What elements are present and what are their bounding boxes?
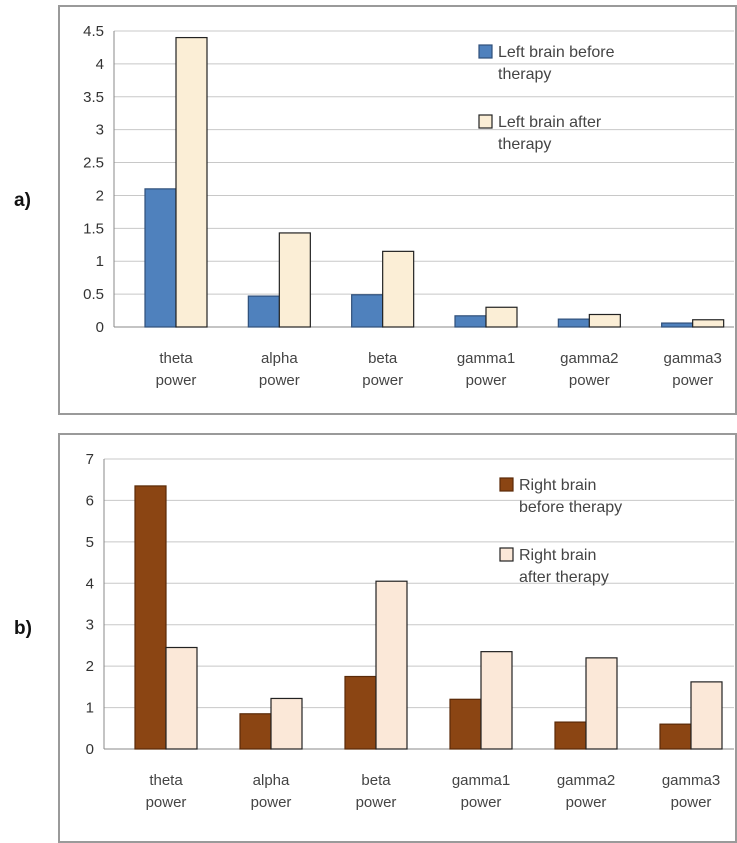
chart-b-bar-3-0 [449, 698, 482, 750]
chart-a-category-label: alpha [261, 350, 298, 367]
chart-b-category-label: power [461, 794, 502, 811]
chart-a-bar-1-1 [278, 232, 311, 328]
chart-b-category-label: power [566, 794, 607, 811]
chart-a-bar-0-1 [175, 36, 208, 328]
chart-a-bar-3-1 [485, 306, 518, 328]
chart-a-y-tick-label: 1.5 [83, 220, 104, 237]
chart-a-y-tick-label: 0.5 [83, 286, 104, 303]
chart-a-y-tick-label: 0 [96, 319, 104, 336]
chart-b-legend-label-0: Right brain [519, 477, 596, 494]
chart-a-category-label: power [259, 372, 300, 389]
chart-a-legend-swatch-0 [478, 44, 493, 59]
chart-b-category-label: theta [149, 772, 183, 789]
chart-a-y-tick-label: 2 [96, 187, 104, 204]
chart-a-category-label: gamma1 [457, 350, 515, 367]
chart-b-plot: 0 1 2 3 4 5 6 7 theta power alpha power beta power gam… [86, 451, 734, 811]
chart-b-bar-0-1 [165, 646, 198, 750]
chart-b-bar-2-1 [375, 580, 408, 750]
chart-b-legend-swatch-1 [499, 547, 514, 562]
chart-a-bar-2-1 [382, 250, 415, 328]
chart-b-y-tick-label: 7 [86, 451, 94, 468]
chart-a-y-tick-label: 3.5 [83, 89, 104, 106]
chart-a-category-label: power [569, 372, 610, 389]
chart-a-legend-label-1: therapy [498, 136, 551, 153]
chart-b-y-tick-label: 2 [86, 658, 94, 675]
chart-a-legend-label-0: Left brain before [498, 44, 615, 61]
chart-a-bar-1-0 [247, 295, 280, 328]
chart-b-legend-label-1: after therapy [519, 569, 609, 586]
chart-a-legend-label-1: Left brain after [498, 114, 602, 131]
chart-b-category-label: power [146, 794, 187, 811]
chart-a-category-label: power [466, 372, 507, 389]
chart-b-category-label: power [251, 794, 292, 811]
chart-b-bar-4-0 [554, 721, 587, 750]
chart-b-category-label: alpha [253, 772, 290, 789]
chart-b-category-label: gamma1 [452, 772, 510, 789]
chart-a-category-label: beta [368, 350, 398, 367]
panel-b-label: b) [14, 618, 32, 639]
chart-b-bar-1-0 [239, 713, 272, 750]
chart-a-plot: 0 0.5 1 1.5 2 2.5 3 3.5 4 4.5 theta power alpha power… [83, 23, 734, 389]
chart-b-legend-label-0: before therapy [519, 499, 622, 516]
chart-b-bar-1-1 [270, 697, 303, 750]
chart-a-legend-label-0: therapy [498, 66, 551, 83]
chart-b-category-label: power [356, 794, 397, 811]
chart-b-bar-2-0 [344, 675, 377, 750]
chart-a-category-label: power [156, 372, 197, 389]
chart-b-category-label: gamma3 [662, 772, 720, 789]
chart-a-bar-2-0 [351, 294, 384, 328]
chart-b-bar-3-1 [480, 651, 513, 750]
chart-b-category-label: gamma2 [557, 772, 615, 789]
chart-a-bar-4-1 [588, 313, 621, 328]
chart-b-y-tick-label: 5 [86, 534, 94, 551]
chart-b-y-tick-label: 3 [86, 617, 94, 634]
chart-a-y-tick-label: 4.5 [83, 23, 104, 40]
chart-a-category-label: gamma2 [560, 350, 618, 367]
chart-b-y-tick-label: 1 [86, 700, 94, 717]
panel-a-label: a) [14, 190, 31, 211]
chart-a-y-tick-label: 1 [96, 253, 104, 270]
chart-a-y-tick-label: 4 [96, 56, 104, 73]
chart-b-category-label: power [671, 794, 712, 811]
chart-b-legend-label-1: Right brain [519, 547, 596, 564]
chart-a-y-tick-label: 3 [96, 122, 104, 139]
chart-a-category-label: theta [159, 350, 193, 367]
chart-b-legend-swatch-0 [499, 477, 514, 492]
chart-a-y-tick-label: 2.5 [83, 155, 104, 172]
chart-b-bar-5-0 [659, 723, 692, 750]
chart-a-legend-swatch-1 [478, 114, 493, 129]
chart-a-bar-5-1 [692, 319, 725, 328]
chart-a-category-label: power [672, 372, 713, 389]
chart-b-y-tick-label: 4 [86, 575, 94, 592]
chart-b-bar-5-1 [690, 681, 723, 750]
chart-b-bar-0-0 [134, 485, 167, 750]
chart-a-category-label: power [362, 372, 403, 389]
chart-b-y-tick-label: 6 [86, 492, 94, 509]
chart-b-category-label: beta [361, 772, 391, 789]
chart-b-y-tick-label: 0 [86, 741, 94, 758]
chart-b-bar-4-1 [585, 657, 618, 750]
chart-a-category-label: gamma3 [663, 350, 721, 367]
